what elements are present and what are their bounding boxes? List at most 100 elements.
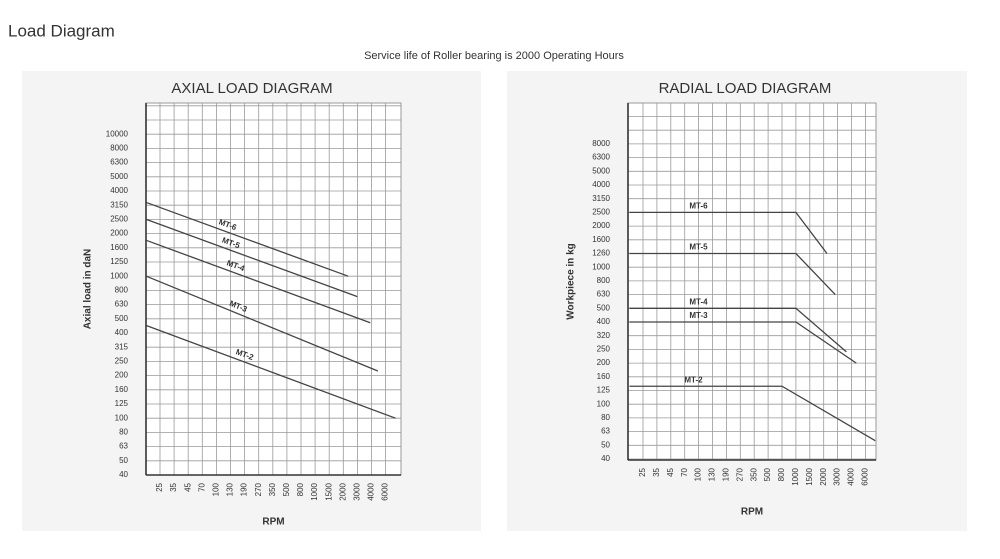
y-tick-label: 1260	[592, 249, 610, 258]
y-tick-label: 500	[115, 314, 129, 323]
y-tick-label: 2000	[110, 229, 128, 238]
y-tick-label: 500	[597, 303, 611, 312]
y-tick-label: 50	[601, 440, 610, 449]
y-tick-label: 1000	[592, 262, 610, 271]
plot-area	[145, 102, 402, 476]
x-tick-label: 270	[254, 482, 263, 496]
x-tick-label: 130	[226, 482, 235, 496]
y-tick-label: 80	[119, 428, 128, 437]
y-tick-label: 315	[115, 342, 129, 351]
y-tick-label: 3150	[110, 200, 128, 209]
y-tick-label: 10000	[106, 129, 129, 138]
page-title: Load Diagram	[8, 21, 115, 40]
x-tick-label: 3000	[353, 482, 362, 500]
y-tick-label: 200	[597, 358, 611, 367]
y-tick-label: 80	[601, 413, 610, 422]
y-tick-label: 160	[115, 385, 129, 394]
y-tick-label: 1600	[110, 243, 128, 252]
x-tick-label: 4000	[847, 467, 856, 485]
y-tick-label: 125	[115, 399, 129, 408]
x-tick-label: 6000	[861, 467, 870, 485]
y-tick-label: 630	[115, 300, 129, 309]
series-line	[146, 239, 371, 324]
x-tick-label: 1500	[805, 467, 814, 485]
x-tick-label: 800	[296, 482, 305, 496]
chart-title: RADIAL LOAD DIAGRAM	[659, 80, 832, 97]
y-tick-label: 800	[115, 286, 129, 295]
x-tick-label: 1000	[310, 482, 319, 500]
y-tick-label: 63	[119, 442, 128, 451]
x-tick-label: 70	[680, 467, 689, 476]
note: Service life of Roller bearing is 2000 O…	[364, 50, 624, 62]
y-tick-label: 400	[115, 328, 129, 337]
y-tick-label: 8000	[592, 139, 610, 148]
y-tick-label: 125	[597, 386, 611, 395]
x-tick-label: 500	[282, 482, 291, 496]
y-tick-label: 800	[597, 276, 611, 285]
y-tick-label: 250	[115, 357, 129, 366]
y-tick-label: 100	[597, 399, 611, 408]
x-tick-label: 6000	[381, 482, 390, 500]
y-tick-label: 8000	[110, 144, 128, 153]
y-tick-label: 5000	[592, 166, 610, 175]
series-label: MT-6	[689, 202, 708, 211]
plot-area	[627, 102, 877, 461]
x-tick-label: 100	[212, 482, 221, 496]
x-tick-label: 45	[666, 467, 675, 476]
x-tick-label: 350	[268, 482, 277, 496]
series-line	[629, 252, 836, 296]
series-label: MT-3	[689, 311, 708, 320]
series-line	[629, 211, 828, 254]
y-tick-label: 1600	[592, 235, 610, 244]
y-tick-label: 100	[115, 413, 129, 422]
x-tick-label: 190	[722, 467, 731, 481]
y-tick-label: 400	[597, 317, 611, 326]
y-tick-label: 1000	[110, 271, 128, 280]
x-tick-label: 35	[652, 467, 661, 476]
x-tick-label: 100	[694, 467, 703, 481]
x-tick-label: 25	[155, 482, 164, 491]
y-tick-label: 4000	[110, 186, 128, 195]
x-tick-label: 2000	[338, 482, 347, 500]
x-tick-label: 3000	[833, 467, 842, 485]
x-tick-label: 350	[749, 467, 758, 481]
y-tick-label: 5000	[110, 172, 128, 181]
series-line	[146, 218, 358, 298]
series-line	[629, 307, 847, 353]
y-tick-label: 40	[601, 454, 610, 463]
series-line	[629, 321, 857, 364]
x-tick-label: 45	[183, 482, 192, 491]
x-axis-title: RPM	[741, 507, 763, 518]
series-label: MT-2	[684, 375, 703, 384]
y-tick-label: 2000	[592, 221, 610, 230]
y-tick-label: 320	[597, 331, 611, 340]
y-tick-label: 40	[119, 470, 128, 479]
series-line	[629, 385, 876, 442]
x-tick-label: 500	[763, 467, 772, 481]
y-tick-label: 6300	[592, 153, 610, 162]
x-tick-label: 2000	[819, 467, 828, 485]
y-tick-label: 1250	[110, 257, 128, 266]
y-tick-label: 6300	[110, 158, 128, 167]
y-tick-label: 63	[601, 427, 610, 436]
x-tick-label: 25	[638, 467, 647, 476]
x-tick-label: 190	[240, 482, 249, 496]
y-tick-label: 2500	[110, 215, 128, 224]
y-tick-label: 250	[597, 345, 611, 354]
series-line	[146, 201, 349, 277]
y-axis-title: Axial load in daN	[83, 249, 94, 330]
x-tick-label: 270	[735, 467, 744, 481]
series-label: MT-4	[689, 297, 708, 306]
x-tick-label: 70	[197, 482, 206, 491]
x-tick-label: 130	[708, 467, 717, 481]
x-tick-label: 800	[777, 467, 786, 481]
y-tick-label: 4000	[592, 180, 610, 189]
y-tick-label: 200	[115, 371, 129, 380]
y-tick-label: 160	[597, 372, 611, 381]
chart-title: AXIAL LOAD DIAGRAM	[171, 80, 332, 97]
y-tick-label: 2500	[592, 208, 610, 217]
y-axis-title: Workpiece in kg	[566, 243, 577, 320]
x-tick-label: 1500	[324, 482, 333, 500]
x-axis-title: RPM	[262, 517, 284, 528]
